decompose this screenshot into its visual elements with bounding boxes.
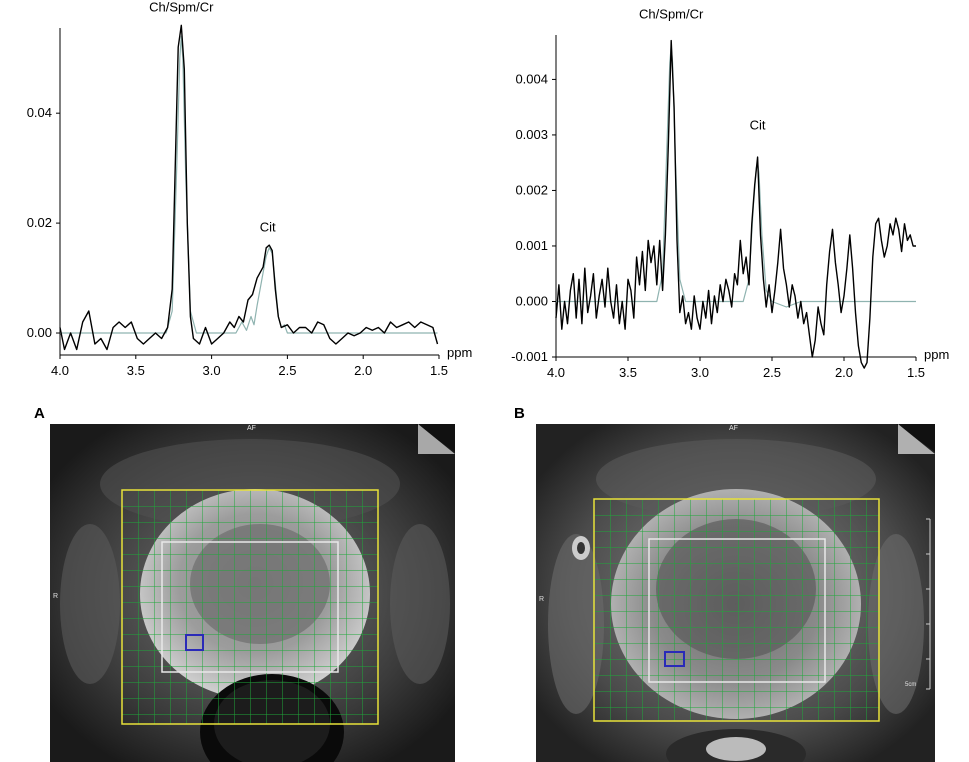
prostate-box bbox=[161, 541, 339, 673]
series-line-fit bbox=[60, 35, 438, 334]
y-tick-label: 0.00 bbox=[27, 325, 52, 340]
mri-scan-b: AF R 5cm bbox=[536, 424, 935, 762]
spectrum-plot-a: 0.00 0.02 0.04 4.0 3.5 3.0 2.5 2.0 1.5 ppm Ch/Spm/… bbox=[27, 0, 473, 378]
orientation-label-side: R bbox=[539, 596, 544, 603]
selected-voxel bbox=[664, 651, 685, 667]
mri-scan-a: AF R bbox=[50, 424, 455, 762]
voi-box bbox=[593, 498, 880, 722]
peak-annotation: Ch/Spm/Cr bbox=[639, 6, 704, 21]
orientation-label-side: R bbox=[53, 593, 58, 600]
scale-ruler bbox=[926, 518, 931, 690]
x-tick-label: 1.5 bbox=[907, 365, 925, 380]
orientation-label-top: AF bbox=[729, 425, 738, 432]
x-tick-label: 3.5 bbox=[127, 363, 145, 378]
x-tick-label: 4.0 bbox=[51, 363, 69, 378]
mri-image-a: AF R bbox=[50, 424, 455, 762]
y-tick-label: 0.004 bbox=[515, 71, 548, 86]
mri-image-b: AF R 5cm bbox=[536, 424, 935, 762]
voi-box bbox=[121, 489, 379, 725]
orientation-label-top: AF bbox=[247, 425, 256, 432]
corner-marker bbox=[418, 424, 455, 454]
x-tick-label: 2.0 bbox=[835, 365, 853, 380]
x-tick-label: 4.0 bbox=[547, 365, 565, 380]
x-unit-label: ppm bbox=[924, 347, 949, 362]
scale-label: 5cm bbox=[905, 682, 916, 688]
x-tick-label: 3.0 bbox=[691, 365, 709, 380]
series-line-measured bbox=[59, 24, 439, 351]
x-tick-label: 2.0 bbox=[354, 363, 372, 378]
spectrum-chart-a: 0.00 0.02 0.04 4.0 3.5 3.0 2.5 2.0 1.5 ppm Ch/Spm/… bbox=[0, 0, 480, 392]
peak-annotation: Cit bbox=[750, 117, 766, 132]
series-line-fit bbox=[556, 45, 916, 308]
x-tick-label: 1.5 bbox=[430, 363, 448, 378]
prostate-box bbox=[648, 538, 826, 683]
x-tick-label: 3.5 bbox=[619, 365, 637, 380]
y-tick-label: -0.001 bbox=[511, 349, 548, 364]
y-tick-label: 0.002 bbox=[515, 182, 548, 197]
y-tick-label: 0.001 bbox=[515, 238, 548, 253]
voxel-grid bbox=[122, 490, 378, 724]
series-line-measured bbox=[555, 39, 916, 369]
corner-marker bbox=[898, 424, 935, 454]
y-tick-label: 0.003 bbox=[515, 127, 548, 142]
x-tick-label: 2.5 bbox=[278, 363, 296, 378]
spectrum-plot-b: -0.001 0.000 0.001 0.002 0.003 0.004 4.0 3.5 3.0… bbox=[511, 6, 949, 380]
x-unit-label: ppm bbox=[447, 345, 472, 360]
selected-voxel bbox=[185, 634, 204, 651]
peak-annotation: Ch/Spm/Cr bbox=[149, 0, 214, 15]
y-tick-label: 0.02 bbox=[27, 215, 52, 230]
peak-annotation: Cit bbox=[260, 219, 276, 234]
y-tick-label: 0.04 bbox=[27, 105, 52, 120]
panel-label-a: A bbox=[34, 405, 45, 422]
x-tick-label: 3.0 bbox=[203, 363, 221, 378]
panel-label-b: B bbox=[514, 405, 525, 422]
x-tick-label: 2.5 bbox=[763, 365, 781, 380]
voxel-grid bbox=[594, 499, 879, 721]
spectrum-chart-b: -0.001 0.000 0.001 0.002 0.003 0.004 4.0 3.5 3.0… bbox=[488, 0, 969, 392]
y-tick-label: 0.000 bbox=[515, 293, 548, 308]
